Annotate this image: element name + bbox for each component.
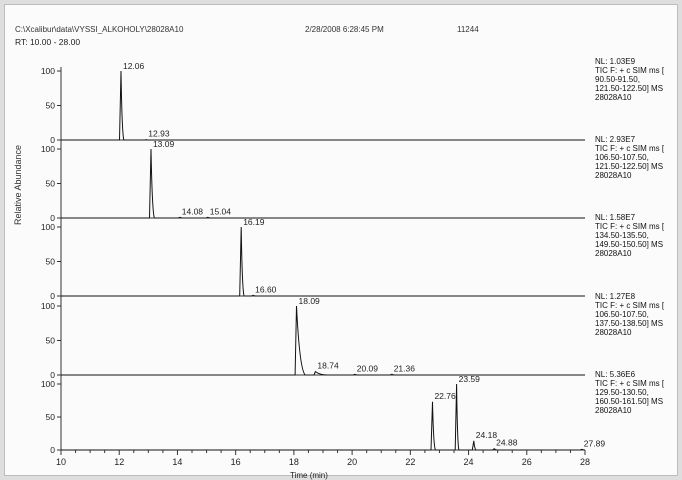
panel-1-info-line: TIC F: + c SIM ms [	[595, 66, 665, 75]
peak-label-15.04: 15.04	[210, 206, 232, 216]
peak-label-21.36: 21.36	[394, 363, 416, 373]
panel-3-ytick-label-50: 50	[46, 257, 56, 267]
panel-1-nl: NL: 1.03E9	[595, 57, 636, 66]
panel-1-ytick-label-0: 0	[50, 135, 55, 145]
panel-5-ytick-label-0: 0	[50, 445, 55, 455]
panel-2-info-line: 106.50-107.50,	[595, 153, 649, 162]
panel-5-info-line: 129.50-130.50,	[595, 388, 649, 397]
peak-label-24.88: 24.88	[496, 438, 518, 448]
x-tick-label-16: 16	[231, 457, 241, 467]
peak-label-14.08: 14.08	[182, 206, 204, 216]
panel-3-ytick-label-0: 0	[50, 291, 55, 301]
panel-2-info-line: 28028A10	[595, 171, 632, 180]
acquisition-datetime: 2/28/2008 6:28:45 PM	[305, 25, 384, 34]
panel-2-nl: NL: 2.93E7	[595, 135, 636, 144]
panel-5-nl: NL: 5.36E6	[595, 370, 636, 379]
chromatogram-report: C:\Xcalibur\data\VYSSI_ALKOHOLY\28028A10…	[4, 4, 678, 480]
panel-4-info-line: 106.50-107.50,	[595, 310, 649, 319]
panel-2-trace	[61, 148, 585, 219]
panel-2-ytick-label-50: 50	[46, 179, 56, 189]
panel-3-info-line: 149.50-150.50] MS	[595, 240, 664, 249]
panel-4-trace	[61, 305, 585, 376]
panel-3-ytick-label-100: 100	[41, 222, 55, 232]
x-axis-label: Time (min)	[290, 471, 328, 480]
panel-4-info-line: 137.50-138.50] MS	[595, 319, 664, 328]
x-tick-label-10: 10	[56, 457, 66, 467]
x-tick-label-18: 18	[289, 457, 299, 467]
panel-5-info-line: 160.50-161.50] MS	[595, 397, 664, 406]
panel-1-info: NL: 1.03E9 TIC F: + c SIM ms [90.50-91.50…	[595, 57, 664, 102]
panel-1-info-line: 28028A10	[595, 93, 632, 102]
panel-3-info: NL: 1.58E7 TIC F: + c SIM ms [134.50-135.…	[595, 213, 664, 258]
peak-label-27.89: 27.89	[584, 438, 606, 448]
peak-label-23.59: 23.59	[459, 374, 481, 384]
panel-5-info: NL: 5.36E6 TIC F: + c SIM ms [129.50-130.…	[595, 370, 664, 415]
panel-4-info-line: 28028A10	[595, 328, 632, 337]
x-tick-label-12: 12	[114, 457, 124, 467]
panel-2-info: NL: 2.93E7 TIC F: + c SIM ms [106.50-107.…	[595, 135, 664, 180]
panel-2-ytick-label-0: 0	[50, 213, 55, 223]
panel-2-info-line: TIC F: + c SIM ms [	[595, 144, 665, 153]
peak-label-22.76: 22.76	[434, 391, 456, 401]
peak-label-18.09: 18.09	[299, 296, 321, 306]
peak-label-16.60: 16.60	[255, 284, 277, 294]
x-tick-label-20: 20	[347, 457, 357, 467]
panel-3-info-line: TIC F: + c SIM ms [	[595, 222, 665, 231]
panel-1-info-line: 121.50-122.50] MS	[595, 84, 664, 93]
rt-range: RT: 10.00 - 28.00	[15, 37, 81, 47]
peak-label-24.18: 24.18	[476, 430, 498, 440]
panel-1-ytick-label-50: 50	[46, 101, 56, 111]
peak-label-12.93: 12.93	[148, 129, 170, 139]
x-tick-label-28: 28	[580, 457, 590, 467]
panel-4-ytick-label-100: 100	[41, 301, 55, 311]
panel-4-ytick-label-0: 0	[50, 370, 55, 380]
panel-4-nl: NL: 1.27E8	[595, 292, 636, 301]
panel-4-ytick-label-50: 50	[46, 336, 56, 346]
panel-3-nl: NL: 1.58E7	[595, 213, 636, 222]
peak-label-18.74: 18.74	[317, 361, 339, 371]
panel-5-ytick-label-100: 100	[41, 379, 55, 389]
file-path: C:\Xcalibur\data\VYSSI_ALKOHOLY\28028A10	[15, 25, 184, 34]
peak-label-20.09: 20.09	[357, 363, 379, 373]
peak-label-16.19: 16.19	[243, 217, 265, 227]
panel-1-trace	[61, 70, 585, 141]
panel-5-info-line: 28028A10	[595, 406, 632, 415]
panel-1-ytick-label-100: 100	[41, 66, 55, 76]
x-tick-label-22: 22	[405, 457, 415, 467]
scan-number: 11244	[457, 25, 479, 34]
panel-4-info: NL: 1.27E8 TIC F: + c SIM ms [106.50-107.…	[595, 292, 664, 337]
panel-5-ytick-label-50: 50	[46, 412, 56, 422]
panel-3-trace	[61, 226, 585, 297]
x-tick-label-26: 26	[522, 457, 532, 467]
panel-4-info-line: TIC F: + c SIM ms [	[595, 301, 665, 310]
peak-label-13.09: 13.09	[153, 139, 175, 149]
panel-1-info-line: 90.50-91.50,	[595, 75, 640, 84]
panel-5-trace	[61, 383, 585, 451]
x-tick-label-24: 24	[464, 457, 474, 467]
panel-3-info-line: 134.50-135.50,	[595, 231, 649, 240]
panel-5-info-line: TIC F: + c SIM ms [	[595, 379, 665, 388]
peak-label-12.06: 12.06	[123, 61, 145, 71]
panel-2-ytick-label-100: 100	[41, 144, 55, 154]
panel-3-info-line: 28028A10	[595, 249, 632, 258]
x-tick-label-14: 14	[172, 457, 182, 467]
panel-2-info-line: 121.50-122.50] MS	[595, 162, 664, 171]
